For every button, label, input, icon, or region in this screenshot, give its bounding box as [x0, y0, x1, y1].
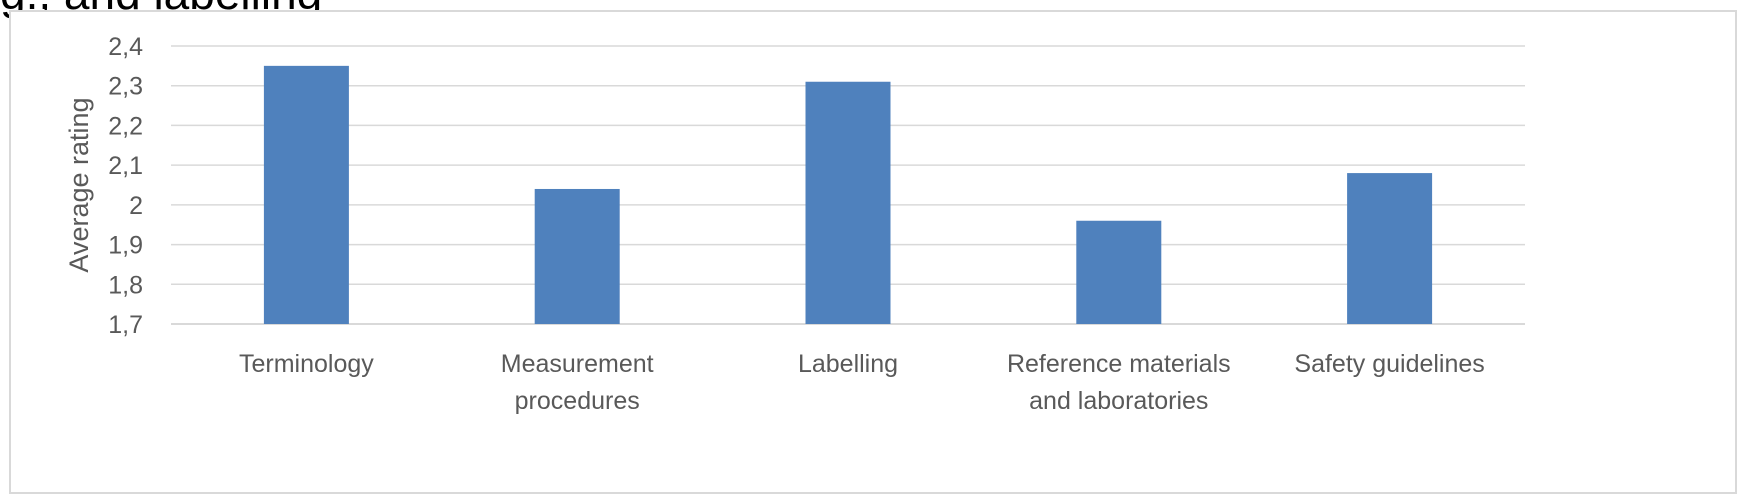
x-category-label: Measurement procedures: [501, 350, 654, 415]
y-tick-label: 2,1: [108, 152, 143, 180]
y-tick-label: 2,3: [108, 73, 143, 101]
bar: [1076, 220, 1162, 324]
x-category-label-line: procedures: [515, 387, 640, 415]
y-axis-title: Average rating: [64, 97, 94, 272]
bar: [805, 81, 891, 324]
x-category-label-line: and laboratories: [1029, 387, 1208, 415]
x-category-labels: Terminology Measurement procedures Labellin…: [239, 350, 1485, 415]
bar: [534, 188, 620, 324]
y-tick-label: 2,2: [108, 112, 143, 140]
bar: [263, 65, 349, 324]
x-category-label-line: Safety guidelines: [1294, 350, 1484, 378]
y-tick-label: 2,4: [108, 33, 143, 61]
bars: [263, 65, 1433, 324]
y-tick-labels: 1,7 1,8 1,9 2 2,1 2,2 2,3 2,4: [108, 33, 143, 339]
x-category-label-line: Measurement: [501, 350, 654, 378]
x-category-label: Labelling: [798, 350, 898, 378]
y-tick-label: 1,8: [108, 271, 143, 299]
y-tick-label: 2: [129, 192, 143, 220]
x-category-label-line: Reference materials: [1007, 350, 1231, 378]
x-category-label: Reference materials and laboratories: [1007, 350, 1231, 415]
x-category-label-line: Labelling: [798, 350, 898, 378]
bar: [1347, 173, 1433, 324]
x-category-label: Safety guidelines: [1294, 350, 1484, 378]
y-tick-label: 1,9: [108, 232, 143, 260]
y-tick-label: 1,7: [108, 311, 143, 339]
x-category-label-line: Terminology: [239, 350, 374, 378]
x-category-label: Terminology: [239, 350, 374, 378]
